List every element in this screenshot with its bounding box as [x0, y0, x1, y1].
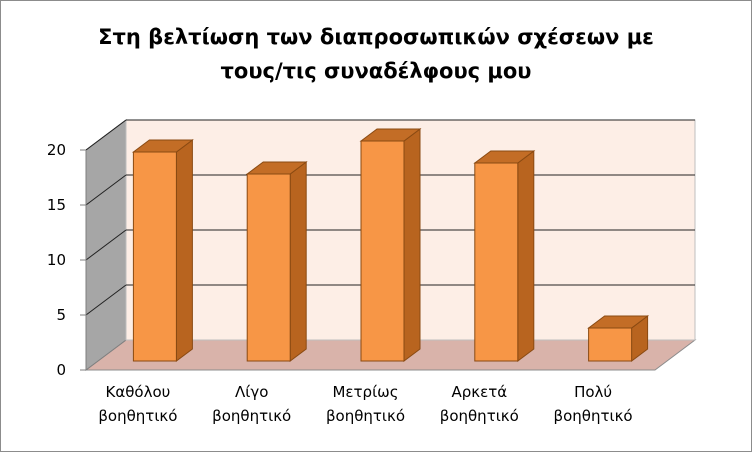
bar	[132, 151, 177, 362]
bar-side	[517, 150, 535, 362]
bar	[588, 327, 633, 362]
x-category-label: Μετρίως	[332, 383, 398, 401]
bar-side	[403, 128, 421, 362]
x-category-label: Αρκετά	[451, 383, 507, 401]
bar-side	[289, 161, 307, 362]
chart-title: Στη βελτίωση των διαπροσωπικών σχέσεων μ…	[0, 20, 752, 88]
y-tick-label: 5	[56, 306, 66, 324]
gridline-side	[85, 229, 127, 261]
y-tick-label: 10	[47, 251, 66, 269]
bar	[246, 173, 291, 362]
x-category-label: βοηθητικό	[440, 407, 519, 425]
y-tick-label: 0	[56, 361, 66, 379]
x-category-label: βοηθητικό	[326, 407, 405, 425]
gridline-side	[85, 174, 127, 206]
bar	[474, 162, 519, 362]
bar	[360, 140, 405, 362]
x-category-label: Πολύ	[574, 383, 612, 401]
x-category-label: βοηθητικό	[554, 407, 633, 425]
y-tick-label: 20	[47, 141, 66, 159]
bar-side	[175, 139, 193, 362]
chart-title-line-1: Στη βελτίωση των διαπροσωπικών σχέσεων μ…	[98, 25, 654, 49]
gridline-side	[85, 119, 127, 151]
y-tick-label: 15	[47, 196, 66, 214]
x-category-label: Λίγο	[235, 383, 268, 401]
gridline-side	[85, 284, 127, 316]
chart-title-line-2: τους/τις συναδέλφους μου	[220, 59, 532, 83]
x-category-label: βοηθητικό	[98, 407, 177, 425]
x-category-label: Καθόλου	[105, 383, 170, 401]
x-category-label: βοηθητικό	[212, 407, 291, 425]
